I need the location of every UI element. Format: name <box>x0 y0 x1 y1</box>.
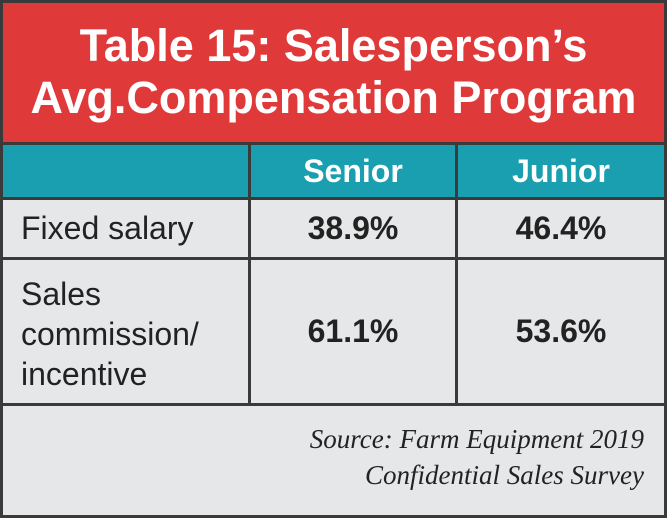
column-header-senior: Senior <box>303 153 403 189</box>
senior-commission-value: 61.1% <box>307 313 399 349</box>
title-line-1: Table 15: Salesperson’s <box>79 20 588 71</box>
row-label-line: commission/ <box>21 316 199 352</box>
junior-fixed-salary-value: 46.4% <box>515 210 607 246</box>
table-header-row: Senior Junior <box>3 142 664 200</box>
column-divider <box>455 145 458 197</box>
row-label-line: Sales <box>21 276 102 312</box>
column-divider <box>248 200 251 257</box>
table-title: Table 15: Salesperson’s Avg.Compensation… <box>3 3 664 142</box>
row-label-line: incentive <box>21 356 148 392</box>
row-label-sales-commission: Sales commission/ incentive <box>21 274 199 394</box>
table-row-sales-commission: Sales commission/ incentive 61.1% 53.6% <box>3 260 664 406</box>
junior-commission-value: 53.6% <box>515 313 607 349</box>
title-line-2: Avg.Compensation Program <box>30 72 637 123</box>
column-divider <box>455 260 458 403</box>
column-header-junior: Junior <box>512 153 610 189</box>
source-note: Source: Farm Equipment 2019 Confidential… <box>310 421 644 493</box>
column-divider <box>248 145 251 197</box>
column-divider <box>248 260 251 403</box>
table-row-fixed-salary: Fixed salary 38.9% 46.4% <box>3 200 664 260</box>
senior-fixed-salary-value: 38.9% <box>307 210 399 246</box>
column-divider <box>455 200 458 257</box>
row-label-fixed-salary: Fixed salary <box>21 210 194 246</box>
source-line-1: Source: Farm Equipment 2019 <box>309 424 644 454</box>
source-line-2: Confidential Sales Survey <box>365 460 644 490</box>
